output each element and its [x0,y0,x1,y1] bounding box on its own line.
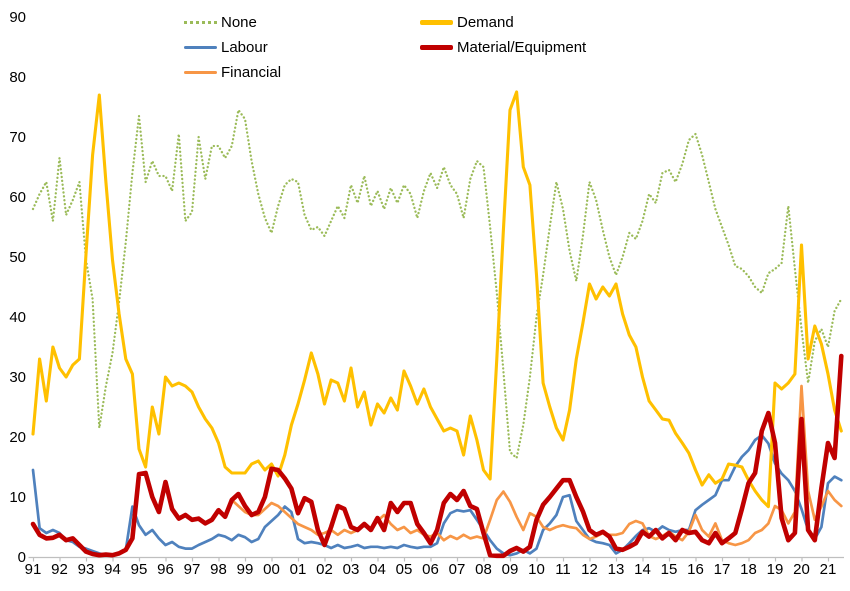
y-tick-label: 10 [9,489,26,506]
series-line-none [31,108,843,460]
series-line-material-equipment [30,353,844,559]
x-tick-label: 14 [634,561,651,578]
y-tick-label: 20 [9,429,26,446]
x-tick-label: 94 [104,561,121,578]
x-tick-label: 07 [449,561,466,578]
x-tick-label: 00 [263,561,280,578]
x-tick-label: 08 [475,561,492,578]
x-tick-label: 15 [661,561,678,578]
y-tick-label: 80 [9,69,26,86]
x-tick-label: 12 [581,561,598,578]
x-tick-label: 11 [555,561,571,578]
x-tick-label: 03 [343,561,360,578]
y-tick-label: 50 [9,249,26,266]
y-tick-label: 30 [9,369,26,386]
x-tick-label: 10 [528,561,545,578]
x-tick-label: 98 [210,561,227,578]
y-tick-label: 0 [18,549,26,566]
x-tick-label: 99 [237,561,254,578]
x-tick-label: 01 [290,561,307,578]
x-tick-label: 16 [687,561,704,578]
x-tick-label: 92 [51,561,68,578]
y-tick-label: 40 [9,309,26,326]
x-tick-label: 02 [316,561,333,578]
x-tick-label: 17 [714,561,731,578]
x-tick-label: 95 [131,561,148,578]
x-tick-label: 91 [25,561,42,578]
x-tick-label: 18 [740,561,757,578]
y-tick-label: 90 [9,9,26,26]
y-tick-label: 70 [9,129,26,146]
series-line-demand [31,90,843,509]
x-tick-label: 96 [157,561,174,578]
x-tick-label: 09 [502,561,519,578]
y-tick-label: 60 [9,189,26,206]
x-tick-label: 97 [184,561,201,578]
x-tick-label: 93 [78,561,95,578]
x-tick-label: 06 [422,561,439,578]
x-tick-label: 13 [608,561,625,578]
x-tick-label: 20 [793,561,810,578]
x-tick-label: 05 [396,561,413,578]
x-tick-label: 04 [369,561,386,578]
x-tick-label: 21 [820,561,837,578]
series-line-labour [31,433,843,557]
x-tick-label: 19 [767,561,784,578]
